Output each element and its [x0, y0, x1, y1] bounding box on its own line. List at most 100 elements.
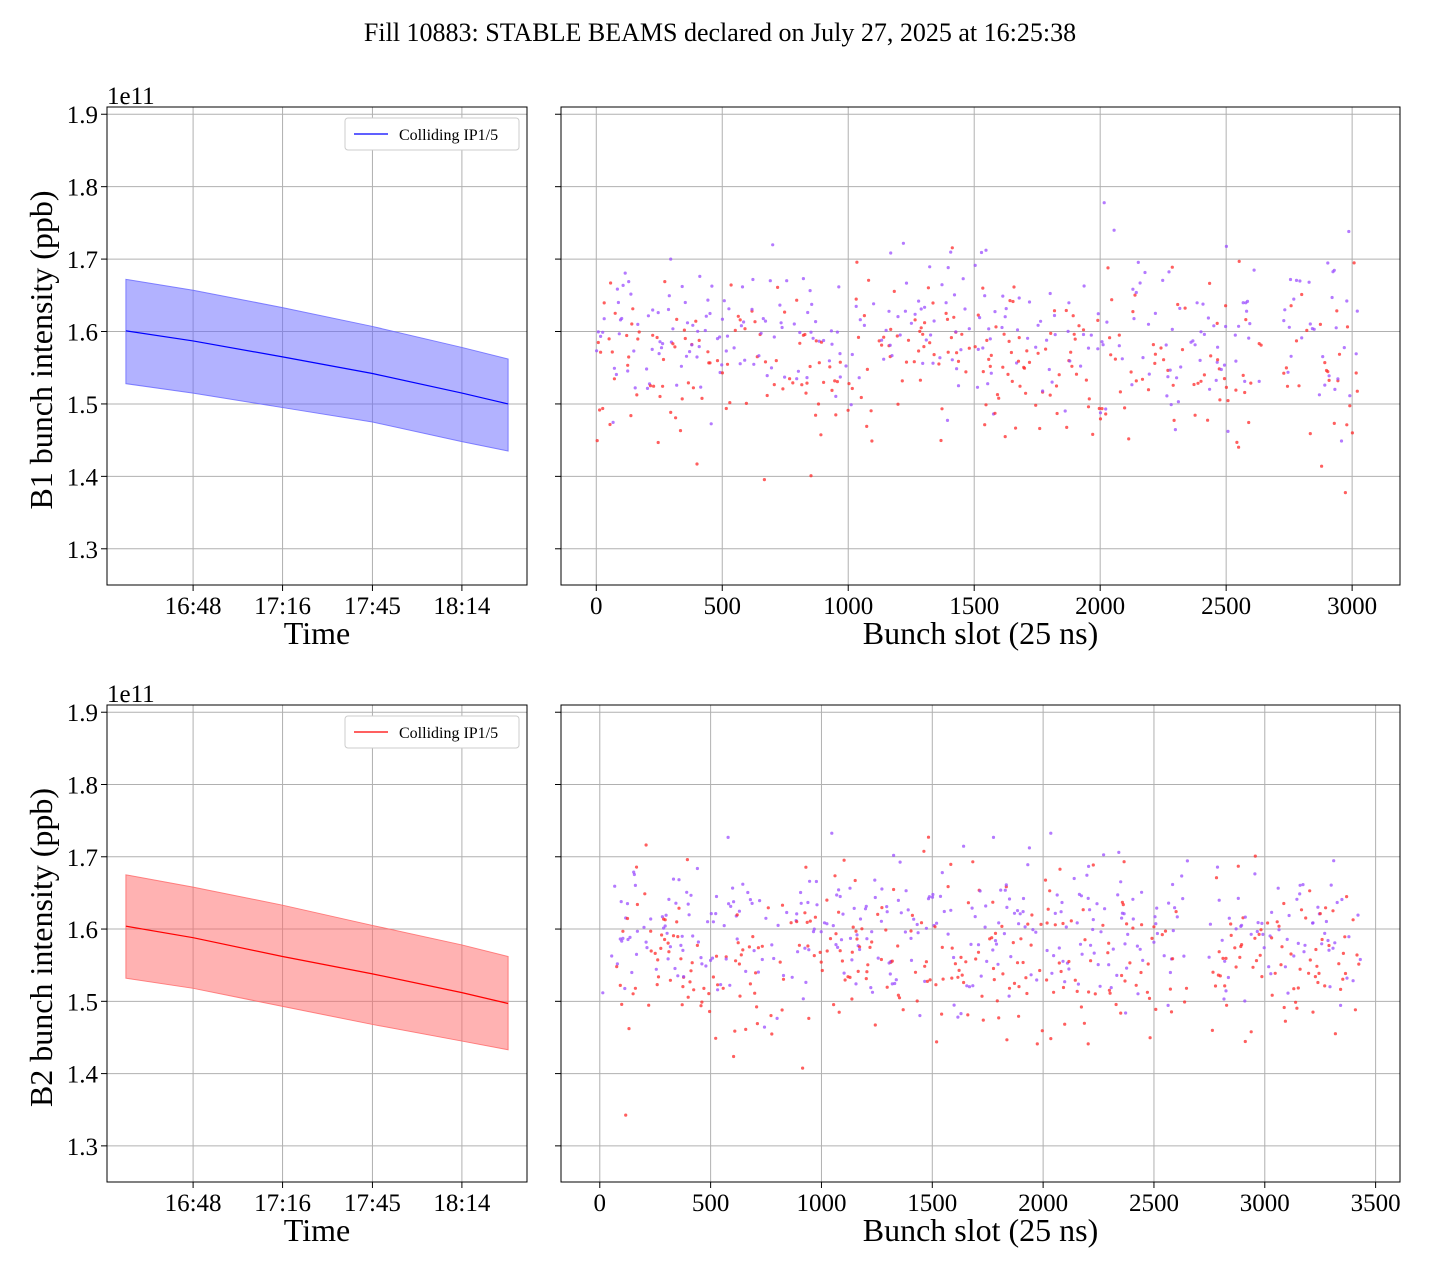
b2-slots-point-red [1343, 935, 1347, 939]
b2-slots-point-purple [1303, 943, 1307, 947]
b2-slots-point-red [778, 960, 782, 964]
b1-slots-point-purple [1104, 407, 1108, 411]
b2-slots-point-purple [835, 893, 839, 897]
b2-slots-point-red [1307, 971, 1311, 975]
b1-slots-point-purple [887, 309, 891, 313]
b1-time-ytick-label: 1.4 [67, 464, 99, 491]
b1-slots-point-purple [1345, 299, 1349, 303]
b1-slots-point-red [1010, 379, 1014, 383]
b1-slots-point-red [1038, 426, 1042, 431]
b2-slots-point-purple [1329, 883, 1333, 887]
b2-slots-point-red [663, 937, 667, 942]
b2-slots-point-purple [706, 920, 710, 924]
b2-slots-point-red [1029, 943, 1033, 947]
b2-slots-point-purple [808, 879, 812, 883]
b2-slots-point-red [677, 906, 681, 910]
b1-slots-point-red [630, 322, 634, 326]
b2-slots-point-red [940, 1012, 944, 1016]
b1-slots-point-purple [889, 251, 893, 255]
b1-slots-point-red [960, 332, 964, 336]
b1-time-frame [106, 106, 528, 586]
b1-slots-point-red [984, 403, 988, 407]
b2-slots-point-purple [1026, 863, 1030, 867]
b1-slots-point-red [663, 280, 667, 284]
b1-slots-point-purple [1308, 322, 1312, 326]
b2-slots-point-purple [1220, 938, 1224, 942]
b2-slots-point-purple [1227, 916, 1231, 920]
b1-time-panel: Colliding IP1/5 1.3 1.4 1.5 1.6 1.7 1.8 1.9 16:4… [23, 83, 528, 651]
b2-slots-point-purple [863, 907, 868, 911]
b1-slots-point-purple [810, 302, 814, 306]
b2-slots-point-purple [654, 967, 658, 971]
b1-slots-point-purple [680, 284, 684, 289]
b1-time-xtick-label: 16:48 [165, 593, 222, 620]
b1-slots-point-red [1171, 383, 1175, 387]
b1-slots-point-purple [1347, 229, 1351, 234]
b2-slots-point-red [1353, 1008, 1357, 1012]
b2-slots-point-purple [1063, 980, 1067, 984]
b2-slots-point-red [1045, 978, 1049, 982]
b2-slots-point-red [655, 983, 659, 987]
b1-slots-point-red [981, 286, 985, 290]
b2-slots-point-purple [1286, 991, 1290, 995]
b1-slots-point-red [1077, 324, 1081, 328]
b2-slots-point-purple [830, 831, 834, 835]
b2-slots-point-red [1058, 867, 1062, 871]
b1-slots-point-red [946, 350, 950, 354]
b1-slots-point-red [1070, 364, 1074, 368]
b2-slots-point-red [819, 960, 823, 964]
b2-slots-point-red [656, 975, 661, 979]
b1-slots-point-purple [1082, 284, 1086, 288]
b1-slots-point-purple [1282, 319, 1286, 323]
b2-slots-point-red [737, 962, 742, 966]
b1-slots-point-purple [1039, 319, 1043, 323]
b2-slots-point-purple [1226, 975, 1230, 980]
b2-slots-point-purple [1009, 955, 1013, 959]
b2-slots-point-red [980, 994, 984, 998]
b2-slots-point-red [732, 1054, 736, 1059]
b2-slots-point-purple [1053, 911, 1057, 916]
b2-slots-point-purple [1243, 915, 1247, 919]
b1-slots-point-purple [759, 331, 763, 335]
b1-slots-point-purple [1323, 383, 1327, 387]
b1-slots-point-purple [1178, 306, 1182, 310]
b2-slots-point-red [808, 919, 812, 923]
b2-time-ytick-label: 1.3 [67, 1134, 98, 1161]
b2-slots-point-purple [865, 937, 869, 941]
b1-slots-point-red [932, 353, 936, 357]
b2-slots-point-red [666, 941, 670, 945]
b1-slots-point-red [931, 301, 935, 305]
b2-slots-point-red [1120, 973, 1124, 978]
b2-slots-point-red [1083, 938, 1087, 942]
b1-slots-point-purple [1081, 332, 1086, 337]
b1-slots-point-red [795, 298, 799, 302]
b2-slots-point-purple [1111, 947, 1115, 951]
b1-slots-point-purple [738, 362, 742, 366]
b1-slots-point-red [1131, 310, 1135, 314]
b2-slots-point-red [1345, 895, 1349, 899]
b1-slots-point-red [1153, 352, 1157, 356]
b2-slots-point-purple [696, 940, 701, 944]
b2-slots-point-red [695, 943, 700, 948]
b2-slots-point-purple [728, 983, 732, 987]
b2-slots-point-red [634, 865, 639, 869]
b1-slots-point-purple [1168, 368, 1172, 372]
b2-slots-point-purple [999, 888, 1003, 892]
b2-slots-point-purple [732, 900, 736, 904]
b1-slots-point-red [1247, 420, 1251, 425]
b2-slots-point-purple [671, 877, 676, 881]
b2-slots-point-red [707, 992, 711, 996]
b1-slots-point-red [1243, 390, 1247, 395]
b1-slots-point-purple [1298, 279, 1302, 283]
b1-slots-point-red [1332, 421, 1336, 425]
b2-slots-point-red [870, 940, 874, 944]
b1-slots-point-purple [1134, 290, 1138, 295]
b1-slots-point-red [952, 315, 956, 319]
b1-slots-point-red [686, 381, 691, 385]
b2-slots-point-purple [924, 926, 929, 930]
b2-slots-point-red [1331, 909, 1335, 913]
b1-slots-point-red [955, 351, 959, 355]
b1-slots-point-red [1073, 337, 1077, 341]
b1-slots-point-purple [921, 361, 925, 365]
b1-slots-point-red [728, 401, 732, 405]
